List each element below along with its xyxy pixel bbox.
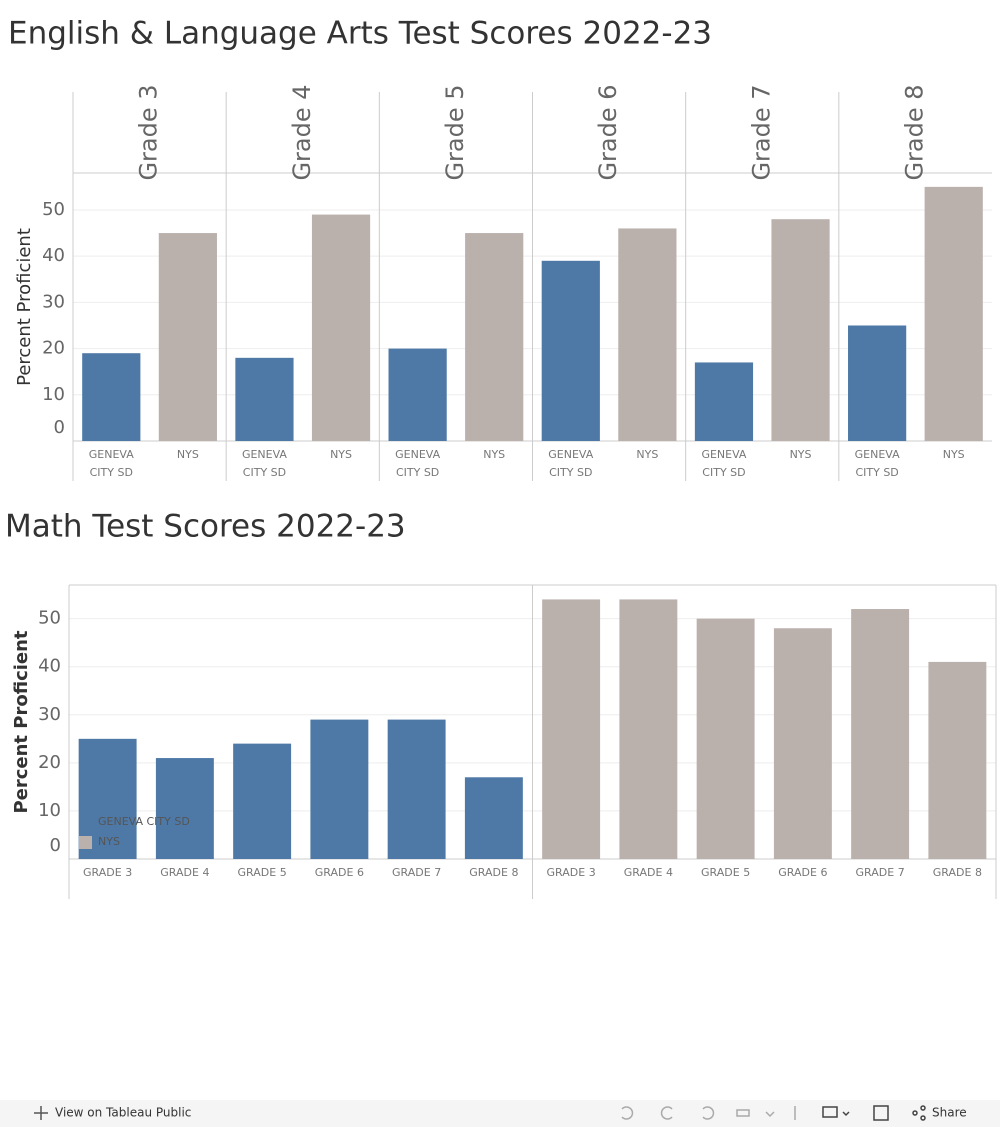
x-label-box: NYS <box>789 448 812 461</box>
y-tick-label: 0 <box>54 417 65 438</box>
x-label-box: NYS <box>330 448 352 461</box>
toolbar-icons-active[interactable] <box>822 1105 926 1121</box>
x-tick-label: GRADE 4 <box>160 866 209 879</box>
x-tick-label: GRADE 7 <box>856 866 905 879</box>
toolbar <box>0 1100 1000 1127</box>
x-tick-label: GRADE 8 <box>469 866 518 879</box>
bar <box>82 353 141 441</box>
x-label-box: GENEVA CITY SD <box>854 448 900 479</box>
x-tick-label: NYS <box>789 448 812 461</box>
toolbar-icons <box>621 1106 796 1120</box>
x-label-box: GENEVA CITY SD <box>88 448 134 479</box>
x-tick-label: NYS <box>483 448 506 461</box>
y-tick-label: 10 <box>38 800 61 821</box>
x-label-box: NYS <box>483 448 506 461</box>
x-tick-label: GRADE 7 <box>392 866 441 879</box>
x-label-box: GENEVA CITY SD <box>241 448 287 479</box>
x-tick-label: GENEVA CITY SD <box>854 448 900 479</box>
x-tick-label: GRADE 3 <box>547 866 596 879</box>
bar <box>233 743 292 859</box>
bar <box>773 628 832 859</box>
panel-header: Grade 5 <box>441 84 469 180</box>
panel-header: Grade 6 <box>594 84 622 180</box>
y-axis-label: Percent Proficient <box>11 630 32 813</box>
bar <box>924 186 983 441</box>
y-tick-label: 50 <box>38 608 61 629</box>
bar <box>310 719 369 859</box>
x-label-box: NYS <box>636 448 659 461</box>
bar <box>694 362 754 441</box>
bar <box>155 758 214 859</box>
panel-header: Grade 3 <box>135 84 163 180</box>
x-tick-label: GRADE 3 <box>83 866 132 879</box>
share-button[interactable]: Share <box>932 1106 967 1120</box>
bar <box>542 599 601 859</box>
bar <box>235 357 294 441</box>
legend-swatch <box>79 816 92 829</box>
x-tick-label: GENEVA CITY SD <box>395 448 441 479</box>
x-tick-label: GRADE 6 <box>778 866 827 879</box>
y-tick-label: 40 <box>42 245 65 266</box>
y-tick-label: 10 <box>42 384 65 405</box>
bar <box>696 618 755 859</box>
x-tick-label: NYS <box>330 448 352 461</box>
legend-swatch <box>79 836 92 849</box>
bar <box>465 233 524 441</box>
y-tick-label: 30 <box>38 704 61 725</box>
panel-header: Grade 7 <box>747 84 775 180</box>
x-tick-label: GENEVA CITY SD <box>88 448 134 479</box>
bar <box>851 609 910 859</box>
bar <box>388 348 447 441</box>
y-tick-label: 30 <box>42 291 65 312</box>
x-tick-label: GRADE 8 <box>933 866 982 879</box>
x-label-box: GENEVA CITY SD <box>701 448 747 479</box>
x-tick-label: GENEVA CITY SD <box>701 448 747 479</box>
bar <box>928 661 987 859</box>
chart-title: English & Language Arts Test Scores 2022… <box>8 16 712 52</box>
y-tick-label: 40 <box>38 656 61 677</box>
bar <box>387 719 446 859</box>
tableau-icon <box>34 1106 48 1120</box>
x-tick-label: NYS <box>176 448 199 461</box>
x-label-box: GENEVA CITY SD <box>395 448 441 479</box>
y-tick-label: 0 <box>50 835 61 856</box>
bar <box>541 260 600 441</box>
legend-label: NYS <box>98 835 120 848</box>
view-link[interactable]: View on Tableau Public <box>55 1106 191 1120</box>
bar <box>771 219 830 441</box>
panel-header: Grade 4 <box>288 84 316 180</box>
x-label-box: NYS <box>942 448 965 461</box>
x-tick-label: GRADE 5 <box>238 866 287 879</box>
legend-label: GENEVA CITY SD <box>98 815 190 828</box>
y-tick-label: 20 <box>38 752 61 773</box>
bar <box>464 777 523 859</box>
bar <box>618 228 677 441</box>
x-label-box: NYS <box>176 448 199 461</box>
x-tick-label: GRADE 6 <box>315 866 364 879</box>
chart-title: Math Test Scores 2022-23 <box>5 509 406 545</box>
y-tick-label: 20 <box>42 338 65 359</box>
y-tick-label: 50 <box>42 199 65 220</box>
x-tick-label: GENEVA CITY SD <box>241 448 287 479</box>
bar <box>158 233 217 441</box>
x-tick-label: NYS <box>942 448 965 461</box>
x-tick-label: GENEVA CITY SD <box>548 448 594 479</box>
bar <box>311 214 371 441</box>
panel-header: Grade 8 <box>900 84 928 180</box>
x-tick-label: NYS <box>636 448 659 461</box>
bar <box>619 599 678 859</box>
y-axis-label: Percent Proficient <box>14 228 35 386</box>
x-tick-label: GRADE 4 <box>624 866 673 879</box>
x-tick-label: GRADE 5 <box>701 866 750 879</box>
bar <box>848 325 907 441</box>
x-label-box: GENEVA CITY SD <box>548 448 594 479</box>
